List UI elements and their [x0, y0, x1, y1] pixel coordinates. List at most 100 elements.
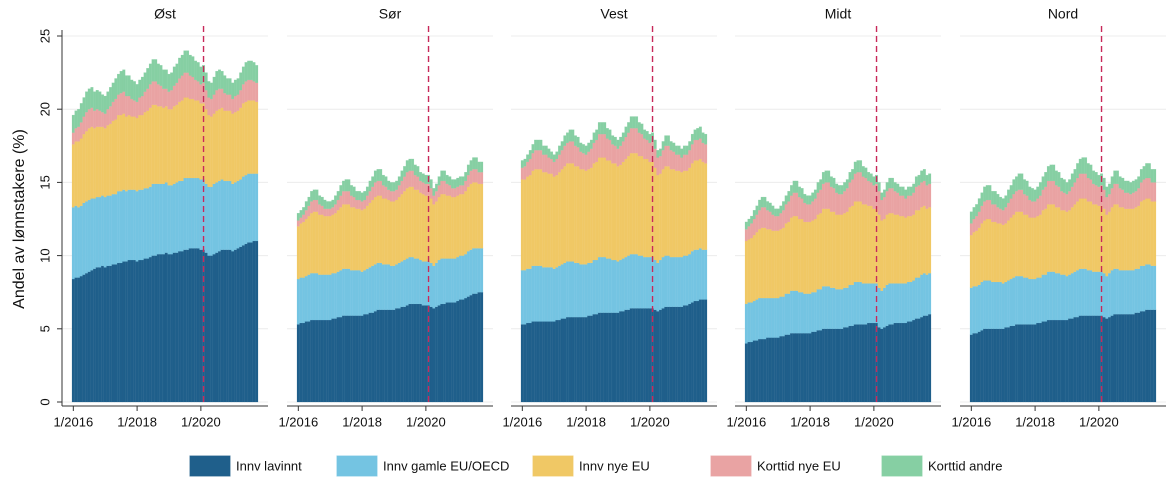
bar-segment	[991, 328, 995, 403]
bar-segment	[624, 136, 628, 160]
bar-segment	[983, 201, 987, 221]
bar-segment	[536, 150, 540, 170]
bar-segment	[191, 76, 195, 100]
bar-segment	[1108, 211, 1111, 274]
bar-segment	[763, 227, 767, 299]
x-tick-label: 1/2016	[53, 414, 93, 429]
bar-segment	[379, 195, 383, 264]
bar-segment	[188, 54, 192, 76]
bar-segment	[645, 139, 649, 160]
bar-segment	[379, 169, 383, 182]
bar-segment	[164, 252, 168, 403]
bar-segment	[980, 223, 984, 283]
bar-segment	[758, 210, 762, 230]
bar-segment	[792, 333, 796, 403]
bar-segment	[241, 66, 245, 85]
bar-segment	[1036, 277, 1040, 324]
bar-segment	[877, 191, 881, 215]
bar-segment	[199, 179, 203, 250]
bar-segment	[231, 183, 235, 252]
bar-segment	[1049, 164, 1053, 182]
bar-segment	[661, 256, 665, 309]
bar-segment	[627, 132, 631, 157]
bar-segment	[547, 321, 551, 403]
bar-segment	[803, 293, 807, 334]
bar-segment	[619, 164, 623, 261]
bar-segment	[792, 290, 796, 334]
bar-segment	[148, 256, 152, 403]
bar-segment	[688, 253, 692, 305]
bar-segment	[1076, 316, 1080, 403]
bar-segment	[621, 161, 625, 259]
bar-segment	[1054, 170, 1058, 186]
bar-segment	[320, 205, 324, 215]
bar-segment	[456, 177, 460, 187]
bar-segment	[109, 87, 113, 107]
bar-segment	[217, 88, 221, 110]
bar-segment	[542, 321, 546, 403]
bar-segment	[898, 186, 902, 196]
bar-segment	[1065, 319, 1069, 403]
bar-segment	[400, 193, 404, 262]
bar-segment	[539, 139, 543, 151]
bar-segment	[1102, 316, 1106, 403]
bar-segment	[413, 174, 417, 190]
bar-segment	[587, 315, 591, 403]
bar-segment	[758, 199, 762, 211]
bar-segment	[371, 265, 375, 313]
bar-segment	[79, 122, 83, 139]
bar-segment	[1108, 183, 1111, 195]
bar-segment	[1020, 189, 1024, 212]
bar-segment	[635, 116, 639, 129]
x-tick-label: 1/2020	[630, 414, 670, 429]
bar-segment	[835, 183, 839, 193]
bar-segment	[856, 281, 860, 325]
bar-segment	[1137, 268, 1141, 313]
bar-segment	[539, 321, 543, 403]
bar-segment	[178, 57, 182, 79]
bar-segment	[127, 259, 131, 403]
bar-segment	[328, 201, 332, 209]
bar-segment	[813, 198, 817, 220]
bar-segment	[299, 277, 303, 324]
bar-segment	[811, 220, 815, 293]
bar-segment	[856, 160, 860, 173]
bar-segment	[1065, 193, 1069, 212]
bar-segment	[969, 334, 973, 403]
bar-segment	[212, 183, 216, 255]
bar-segment	[581, 264, 585, 318]
bar-segment	[186, 50, 190, 73]
bar-segment	[914, 210, 918, 278]
bar-segment	[800, 333, 804, 403]
bar-segment	[146, 88, 150, 111]
bar-segment	[1139, 311, 1143, 403]
bar-segment	[605, 160, 609, 259]
bar-segment	[821, 183, 825, 209]
bar-segment	[1025, 277, 1029, 325]
bar-segment	[659, 155, 662, 174]
bar-segment	[669, 256, 673, 307]
bar-segment	[98, 110, 102, 127]
bar-segment	[360, 271, 364, 316]
bar-segment	[247, 242, 251, 403]
bar-segment	[752, 210, 756, 220]
bar-segment	[827, 286, 831, 329]
bar-segment	[101, 195, 105, 266]
bar-segment	[397, 196, 401, 264]
bar-segment	[114, 264, 118, 403]
bar-segment	[349, 270, 353, 316]
bar-segment	[988, 280, 992, 329]
bar-segment	[698, 126, 702, 139]
bar-segment	[531, 144, 535, 154]
bar-segment	[835, 328, 839, 403]
bar-segment	[904, 322, 908, 403]
bar-segment	[872, 185, 876, 209]
bar-segment	[408, 303, 412, 403]
bar-segment	[111, 264, 115, 403]
bar-segment	[1060, 210, 1064, 275]
bar-segment	[1070, 207, 1074, 274]
bar-segment	[901, 215, 905, 284]
bar-segment	[93, 128, 97, 199]
bar-segment	[191, 56, 195, 78]
bar-segment	[782, 335, 786, 403]
